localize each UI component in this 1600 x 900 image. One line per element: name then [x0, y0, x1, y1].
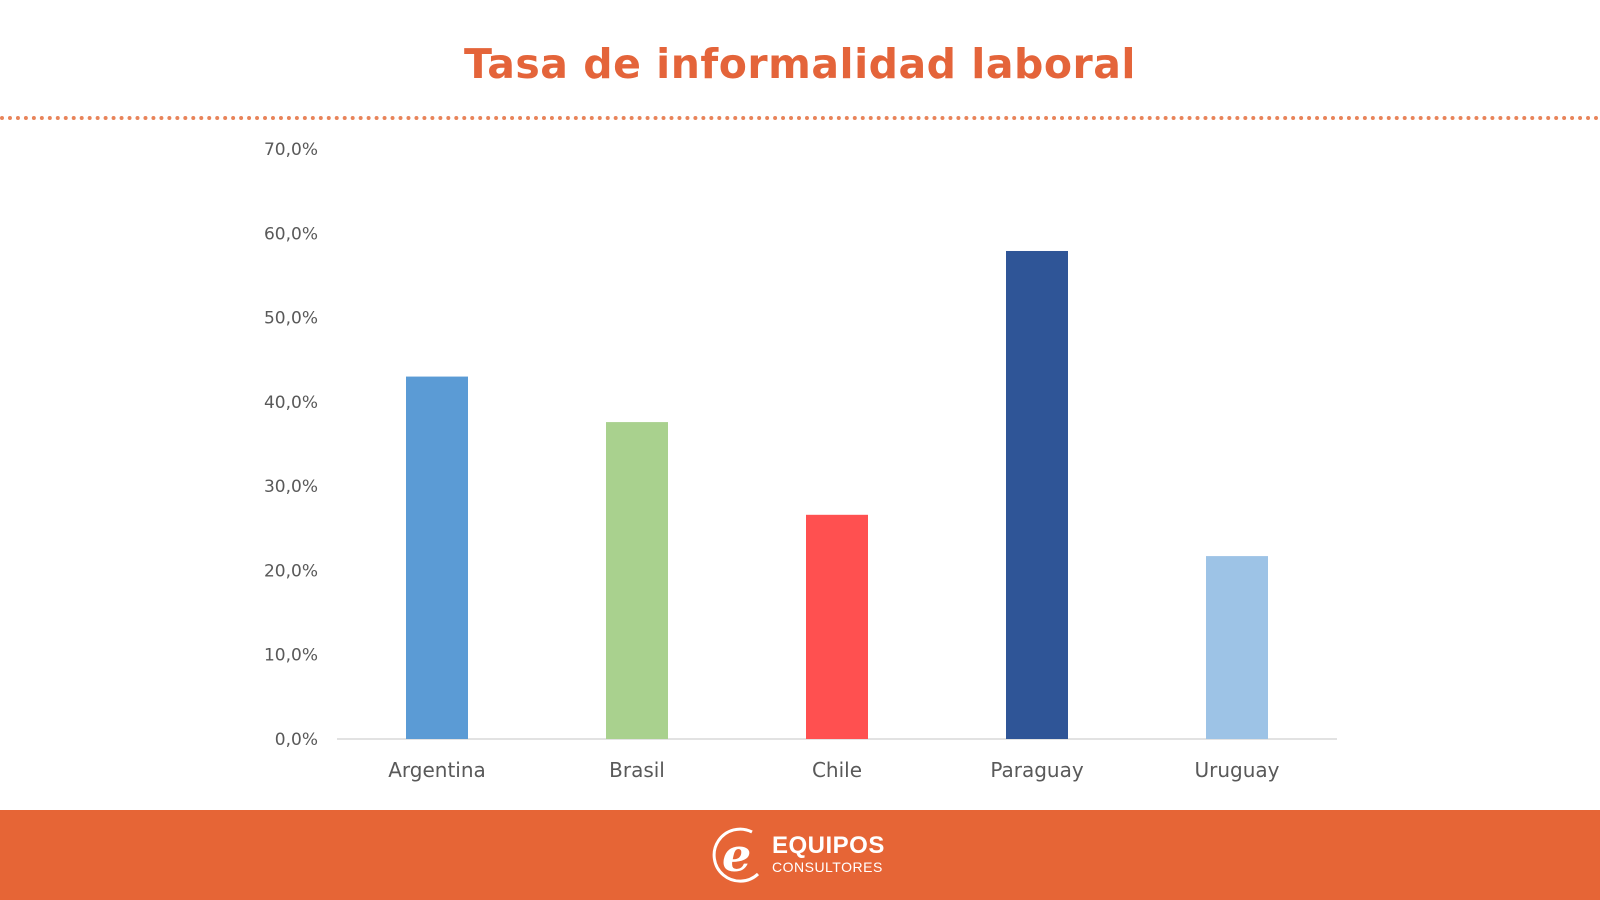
x-tick-label: Paraguay [990, 758, 1084, 782]
y-tick-label: 30,0% [264, 477, 318, 497]
y-tick-label: 70,0% [264, 140, 318, 160]
x-tick-label: Chile [812, 758, 862, 782]
y-tick-label: 10,0% [264, 646, 318, 666]
bar-paraguay [1006, 250, 1068, 739]
y-tick-label: 0,0% [275, 730, 318, 750]
y-axis-ticks: 0,0% 10,0% 20,0% 30,0% 40,0% 50,0% 60,0% 70,0% [264, 140, 318, 750]
logo-name: EQUIPOS [772, 832, 885, 859]
bar-chile [806, 514, 868, 739]
bars [406, 250, 1268, 739]
logo-e-icon: e [712, 827, 760, 883]
logo-subtitle: CONSULTORES [772, 859, 883, 875]
svg-text:e: e [722, 828, 751, 882]
x-tick-label: Brasil [609, 758, 665, 782]
x-axis-labels: Argentina Brasil Chile Paraguay Uruguay [388, 758, 1279, 782]
y-tick-label: 20,0% [264, 561, 318, 581]
y-tick-label: 60,0% [264, 224, 318, 244]
chart-title: Tasa de informalidad laboral [464, 40, 1136, 88]
y-tick-label: 50,0% [264, 309, 318, 329]
y-tick-label: 40,0% [264, 393, 318, 413]
x-tick-label: Uruguay [1195, 758, 1280, 782]
bar-argentina [406, 376, 468, 739]
x-tick-label: Argentina [388, 758, 486, 782]
bar-uruguay [1206, 556, 1268, 739]
bar-brasil [606, 422, 668, 739]
bar-chart: 0,0%10,0%20,0%30,0%40,0%50,0%60,0%70,0% … [264, 140, 1337, 782]
company-logo: e EQUIPOS CONSULTORES [712, 824, 885, 884]
dotted-divider [0, 116, 1600, 120]
footer-banner [0, 810, 1600, 900]
